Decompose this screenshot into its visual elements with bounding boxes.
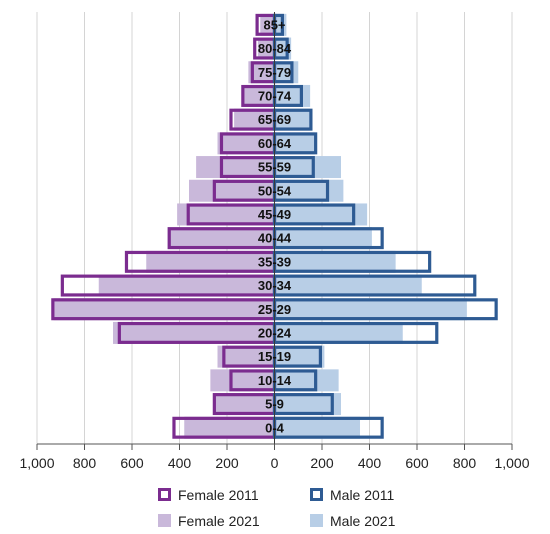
age-label-0-4: 0-4 xyxy=(265,420,285,435)
age-label-65-69: 65-69 xyxy=(258,112,291,127)
age-label-75-79: 75-79 xyxy=(258,65,291,80)
legend-item-female-2011: Female 2011 xyxy=(158,487,259,503)
legend: Female 2011 Male 2011 Female 2021 Male 2021 xyxy=(158,487,396,529)
x-tick-label-8: 600 xyxy=(405,455,429,471)
bar-female-2021-40-44 xyxy=(167,227,275,250)
x-tick-label-9: 800 xyxy=(453,455,477,471)
age-label-30-34: 30-34 xyxy=(258,278,292,293)
legend-label-male-2021: Male 2021 xyxy=(330,513,396,529)
x-tick-label-10: 1,000 xyxy=(494,455,529,471)
age-label-85-plus: 85+ xyxy=(263,17,285,32)
bar-female-2021-65-69 xyxy=(234,108,275,131)
bar-male-2021-85-plus xyxy=(274,13,287,36)
bar-male-2021-35-39 xyxy=(274,250,396,273)
age-label-55-59: 55-59 xyxy=(258,160,291,175)
age-label-50-54: 50-54 xyxy=(258,183,292,198)
bar-male-2021-45-49 xyxy=(274,203,368,226)
age-label-15-19: 15-19 xyxy=(258,349,291,364)
bar-female-2021-85-plus xyxy=(260,13,275,36)
bar-male-2021-40-44 xyxy=(274,227,372,250)
bar-female-2021-25-29 xyxy=(53,298,275,321)
x-tick-label-3: 400 xyxy=(168,455,192,471)
age-label-60-64: 60-64 xyxy=(258,136,292,151)
bar-female-2021-15-19 xyxy=(217,345,275,368)
legend-swatch-female-2021 xyxy=(158,514,171,527)
bar-female-2021-45-49 xyxy=(177,203,275,226)
bar-male-2021-25-29 xyxy=(274,298,467,321)
age-label-5-9: 5-9 xyxy=(265,397,284,412)
bar-female-2021-75-79 xyxy=(248,61,275,84)
bar-male-2021-55-59 xyxy=(274,156,341,179)
bar-female-2021-10-14 xyxy=(210,369,275,392)
age-labels: 85+ 80-84 75-79 70-74 65-69 60-64 55-59 50-54 45… xyxy=(258,17,292,435)
legend-swatch-male-2011 xyxy=(310,488,323,501)
bar-male-2021-60-64 xyxy=(274,132,315,155)
x-tick-label-2: 600 xyxy=(120,455,144,471)
legend-label-female-2011: Female 2011 xyxy=(178,487,259,503)
bar-male-2021-30-34 xyxy=(274,274,422,297)
age-label-25-29: 25-29 xyxy=(258,302,291,317)
bar-male-2021-0-4 xyxy=(274,416,360,439)
age-label-35-39: 35-39 xyxy=(258,254,291,269)
bar-male-2021-15-19 xyxy=(274,345,325,368)
x-tick-label-6: 200 xyxy=(310,455,334,471)
x-tick-label-0: 1,000 xyxy=(19,455,54,471)
bar-female-2021-35-39 xyxy=(146,250,275,273)
bar-female-2021-60-64 xyxy=(217,132,275,155)
age-label-45-49: 45-49 xyxy=(258,207,291,222)
x-axis: 1,000 800 600 400 200 0 200 400 600 800 1,000 xyxy=(19,12,530,471)
legend-item-female-2021: Female 2021 xyxy=(158,513,260,529)
age-label-80-84: 80-84 xyxy=(258,41,292,56)
bar-male-2021-10-14 xyxy=(274,369,339,392)
legend-item-male-2021: Male 2021 xyxy=(310,513,396,529)
legend-label-male-2011: Male 2011 xyxy=(330,487,395,503)
legend-swatch-male-2021 xyxy=(310,514,323,527)
bar-female-2021-80-84 xyxy=(257,37,275,60)
legend-swatch-female-2011 xyxy=(158,488,171,501)
legend-item-male-2011: Male 2011 xyxy=(310,487,395,503)
bar-female-2021-30-34 xyxy=(98,274,275,297)
legend-label-female-2021: Female 2021 xyxy=(178,513,260,529)
bar-female-2021-70-74 xyxy=(243,84,275,107)
age-label-70-74: 70-74 xyxy=(258,88,292,103)
bar-female-2021-55-59 xyxy=(196,156,275,179)
x-tick-label-7: 400 xyxy=(358,455,382,471)
bar-male-2021-65-69 xyxy=(274,108,311,131)
bar-male-2021-5-9 xyxy=(274,393,341,416)
bar-female-2021-50-54 xyxy=(189,179,275,202)
x-tick-label-1: 800 xyxy=(73,455,97,471)
bar-female-2021-0-4 xyxy=(184,416,275,439)
bar-female-2021-20-24 xyxy=(113,321,275,344)
age-label-40-44: 40-44 xyxy=(258,231,292,246)
bar-female-2021-5-9 xyxy=(215,393,275,416)
x-tick-label-4: 200 xyxy=(215,455,239,471)
age-label-20-24: 20-24 xyxy=(258,325,292,340)
age-label-10-14: 10-14 xyxy=(258,373,292,388)
x-tick-label-5: 0 xyxy=(271,455,279,471)
bar-male-2021-20-24 xyxy=(274,321,403,344)
